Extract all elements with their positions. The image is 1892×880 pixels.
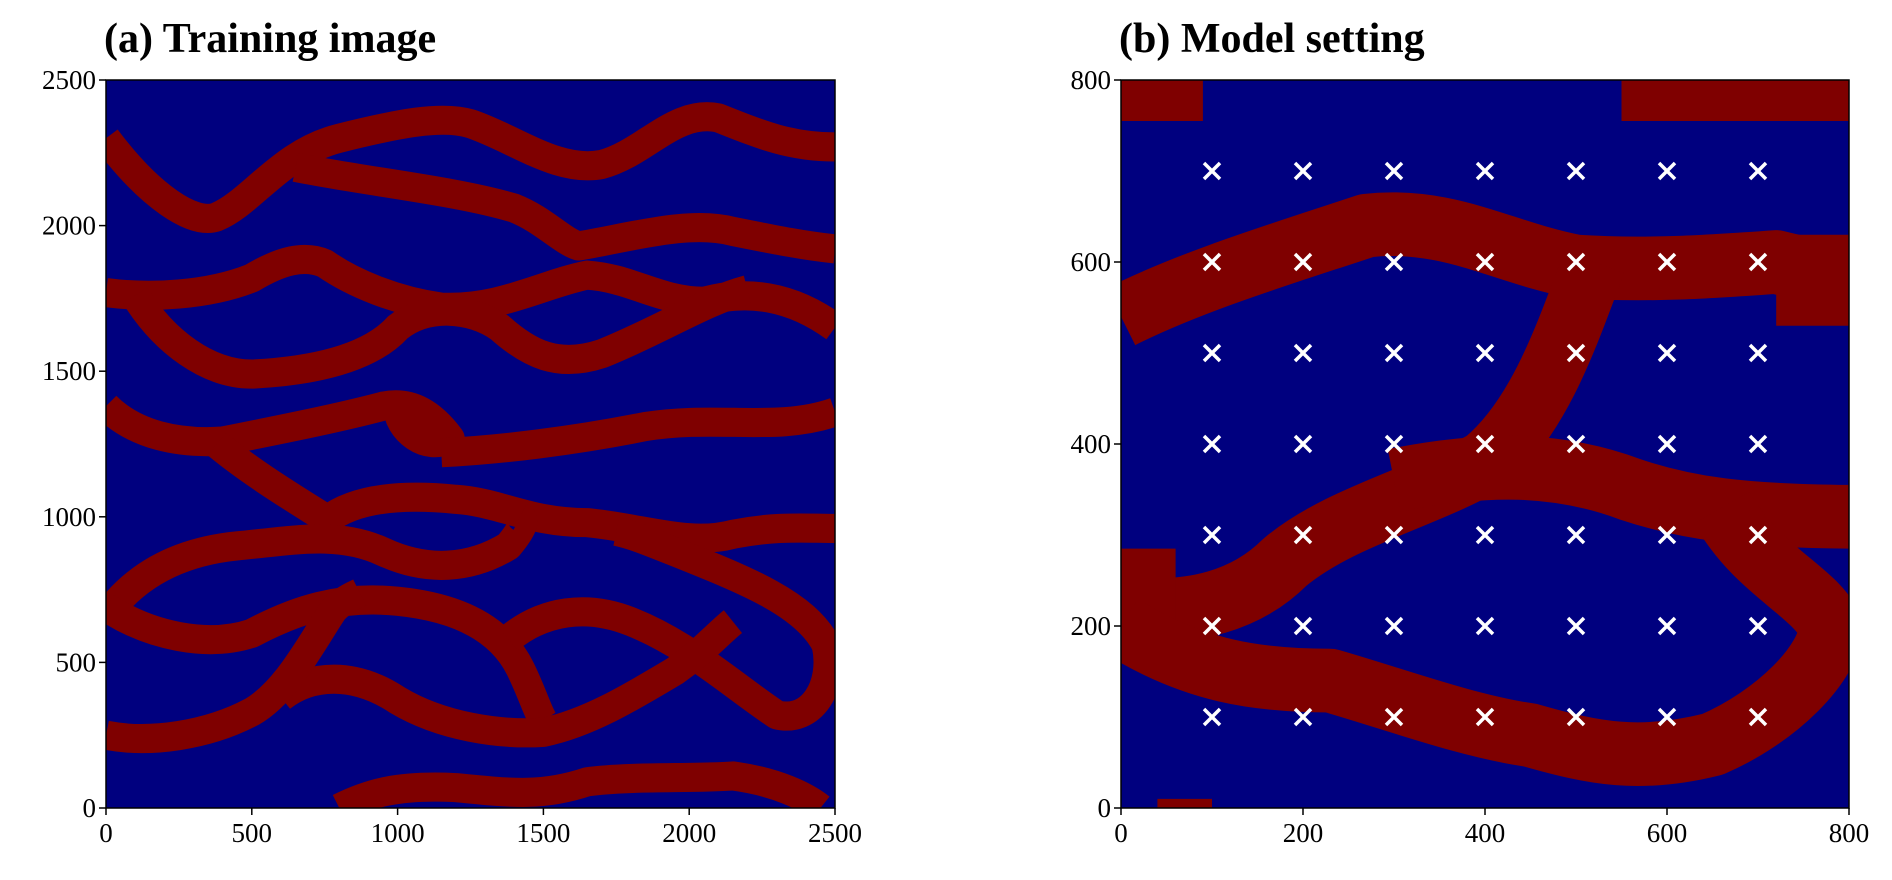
channel xyxy=(207,432,835,553)
y-tick-label: 500 xyxy=(56,647,97,677)
x-tick-label: 0 xyxy=(1114,818,1128,848)
y-tick-label: 1000 xyxy=(42,502,96,532)
well-marker xyxy=(1657,343,1677,363)
well-marker xyxy=(1748,707,1768,727)
well-marker xyxy=(1384,707,1404,727)
x-tick-label: 0 xyxy=(99,818,113,848)
well-marker xyxy=(1293,161,1313,181)
y-tick-label: 0 xyxy=(83,793,97,823)
well-marker xyxy=(1657,616,1677,636)
channel xyxy=(106,102,835,233)
axes-frame xyxy=(105,79,836,809)
channel xyxy=(122,275,752,389)
y-tick-label: 800 xyxy=(1071,65,1112,95)
channel-field xyxy=(1121,80,1849,808)
x-tick-label: 1000 xyxy=(371,818,425,848)
panel-training-image: (a) Training image 0 500 1000 1500 2000 2500 0 5… xyxy=(42,16,862,848)
well-marker xyxy=(1657,161,1677,181)
y-tick-label: 600 xyxy=(1071,247,1112,277)
well-marker xyxy=(1384,525,1404,545)
well-marker xyxy=(1475,434,1495,454)
well-marker xyxy=(1293,616,1313,636)
channel xyxy=(440,398,835,468)
channel xyxy=(1121,250,1625,642)
well-marker xyxy=(1566,434,1586,454)
well-marker xyxy=(1657,525,1677,545)
well-marker xyxy=(1566,525,1586,545)
well-marker xyxy=(1293,343,1313,363)
well-marker xyxy=(1202,252,1222,272)
well-marker xyxy=(1566,707,1586,727)
well-marker xyxy=(1475,616,1495,636)
well-marker xyxy=(1384,434,1404,454)
chart-title: (a) Training image xyxy=(104,16,436,62)
chart-title: (b) Model setting xyxy=(1119,16,1425,62)
y-tick-label: 0 xyxy=(1098,793,1112,823)
y-tick-label: 200 xyxy=(1071,611,1112,641)
channel xyxy=(106,503,538,625)
well-marker xyxy=(1566,343,1586,363)
x-tick-label: 800 xyxy=(1829,818,1870,848)
well-marker xyxy=(1384,616,1404,636)
well-marker xyxy=(1475,343,1495,363)
well-marker xyxy=(1748,252,1768,272)
well-marker xyxy=(1657,707,1677,727)
channel-field xyxy=(106,102,835,808)
well-marker xyxy=(1293,525,1313,545)
channel xyxy=(106,585,557,729)
x-tick-label: 400 xyxy=(1465,818,1506,848)
well-marker xyxy=(1748,161,1768,181)
well-marker xyxy=(1748,525,1768,545)
x-tick-label: 1500 xyxy=(516,818,570,848)
well-marker xyxy=(1293,252,1313,272)
well-marker xyxy=(1748,343,1768,363)
well-marker xyxy=(1475,252,1495,272)
well-marker xyxy=(1475,707,1495,727)
well-marker xyxy=(1475,525,1495,545)
well-marker xyxy=(1748,616,1768,636)
x-tick-label: 200 xyxy=(1283,818,1324,848)
x-tick-label: 500 xyxy=(232,818,273,848)
x-tick-label: 2000 xyxy=(662,818,716,848)
well-marker xyxy=(1384,252,1404,272)
y-tick-label: 1500 xyxy=(42,356,96,386)
well-marker xyxy=(1293,434,1313,454)
panel-model-setting: (b) Model setting 0 200 400 600 800 0 200 400 600… xyxy=(1071,16,1870,848)
well-marker xyxy=(1202,616,1222,636)
well-marker xyxy=(1202,343,1222,363)
channel xyxy=(106,579,367,754)
well-marker xyxy=(1475,161,1495,181)
channel xyxy=(292,153,835,264)
channel xyxy=(1387,435,1849,549)
channel xyxy=(1121,491,1849,787)
well-marker xyxy=(1566,616,1586,636)
well-marker xyxy=(1748,434,1768,454)
well-marker xyxy=(1293,707,1313,727)
x-tick-label: 2500 xyxy=(808,818,862,848)
well-marker xyxy=(1384,161,1404,181)
channel xyxy=(106,390,465,458)
y-tick-label: 2500 xyxy=(42,65,96,95)
y-tick-label: 2000 xyxy=(42,211,96,241)
well-marker xyxy=(1202,161,1222,181)
channel xyxy=(271,610,743,748)
x-tick-label: 600 xyxy=(1647,818,1688,848)
well-marker xyxy=(1202,434,1222,454)
channel xyxy=(332,761,830,808)
well-marker xyxy=(1202,525,1222,545)
well-marker xyxy=(1657,252,1677,272)
channel xyxy=(499,517,835,731)
well-marker xyxy=(1202,707,1222,727)
well-marker xyxy=(1566,252,1586,272)
y-tick-label: 400 xyxy=(1071,429,1112,459)
well-marker xyxy=(1566,161,1586,181)
well-marker xyxy=(1384,343,1404,363)
well-marker xyxy=(1657,434,1677,454)
